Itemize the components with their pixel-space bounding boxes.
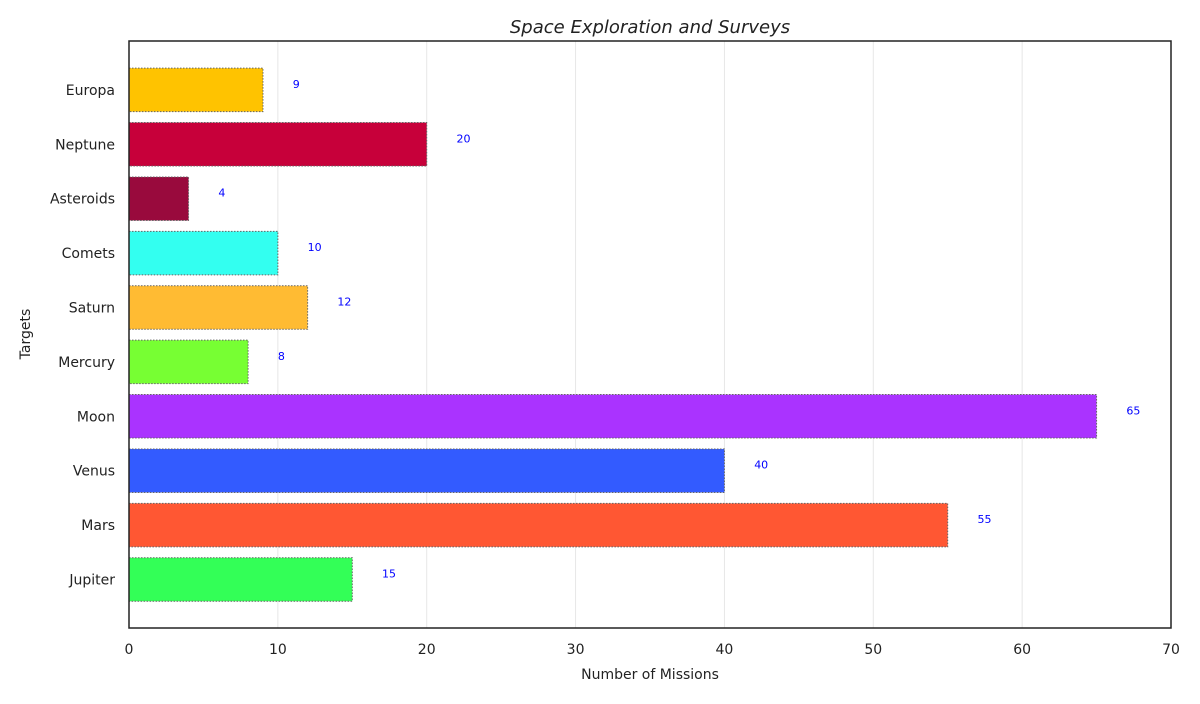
y-tick-label: Jupiter	[68, 573, 115, 589]
x-tick-label: 30	[567, 642, 585, 658]
data-label: 9	[293, 78, 300, 91]
y-tick-label: Comets	[62, 246, 115, 262]
bar-mars	[128, 502, 949, 548]
bar-venus	[128, 448, 725, 493]
x-tick-label: 50	[864, 642, 882, 658]
y-tick-label: Europa	[66, 83, 115, 99]
x-tick-label: 10	[269, 642, 287, 658]
bar-neptune	[128, 122, 428, 167]
bar-asteroids	[128, 176, 190, 221]
bars	[128, 67, 1098, 602]
y-tick-label: Saturn	[69, 301, 115, 317]
y-tick-label: Mars	[81, 518, 115, 534]
x-tick-label: 60	[1013, 642, 1031, 658]
x-tick-label: 40	[716, 642, 734, 658]
y-tick-labels: Jupiter Mars Venus Moon Mercury Saturn Comets A…	[50, 83, 115, 589]
bar-saturn	[128, 285, 309, 330]
y-tick-label: Neptune	[55, 137, 115, 153]
x-tick-label: 0	[125, 642, 134, 658]
bar-moon	[128, 394, 1098, 439]
x-tick-label: 70	[1162, 642, 1180, 658]
bar-europa	[128, 67, 264, 113]
y-tick-label: Venus	[73, 464, 115, 480]
plot-frame	[128, 40, 1172, 629]
x-axis-label: Number of Missions	[581, 667, 719, 683]
bar-comets	[128, 230, 279, 276]
y-tick-label: Asteroids	[50, 192, 115, 208]
data-label: 8	[278, 350, 285, 363]
data-label: 15	[382, 568, 396, 581]
data-label: 12	[337, 296, 351, 309]
y-tick-label: Moon	[77, 409, 115, 425]
bar-jupiter	[128, 557, 353, 602]
y-axis-label: Targets	[18, 309, 34, 361]
data-label: 4	[218, 187, 225, 200]
data-label: 65	[1126, 404, 1140, 417]
chart-title: Space Exploration and Surveys	[510, 17, 790, 38]
data-label: 40	[754, 459, 768, 472]
data-label: 55	[977, 513, 991, 526]
data-label: 20	[456, 132, 470, 145]
bar-mercury	[128, 339, 249, 385]
x-tick-labels: 0 10 20 30 40 50 60 70	[125, 642, 1180, 658]
data-labels: 15 55 40 65 8 12 10 4 20 9	[218, 78, 1140, 581]
y-tick-label: Mercury	[58, 355, 115, 371]
x-tick-label: 20	[418, 642, 436, 658]
data-label: 10	[308, 241, 322, 254]
